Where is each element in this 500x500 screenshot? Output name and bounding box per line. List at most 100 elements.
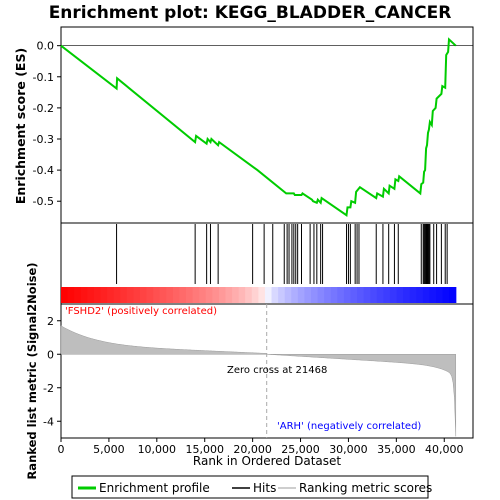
legend-metric-label: Ranking metric scores xyxy=(299,481,432,495)
color-bar-segment xyxy=(291,287,299,303)
metric-ytick-label: 0 xyxy=(47,348,54,361)
color-bar-segment xyxy=(238,287,246,303)
pos-correlated-label: 'FSHD2' (positively correlated) xyxy=(65,306,217,317)
es-ytick-label: -0.1 xyxy=(33,71,54,84)
x-tick-label: 15,000 xyxy=(185,443,224,456)
color-bar-segment xyxy=(80,287,88,303)
color-bar-segment xyxy=(357,287,365,303)
color-bar-segment xyxy=(376,287,384,303)
x-tick-label: 30,000 xyxy=(329,443,368,456)
x-tick-label: 20,000 xyxy=(233,443,272,456)
color-bar-segment xyxy=(449,287,457,303)
es-ytick-label: -0.4 xyxy=(33,164,54,177)
color-bar-segment xyxy=(271,287,279,303)
color-bar-segment xyxy=(199,287,207,303)
color-bar-segment xyxy=(416,287,424,303)
x-axis-label: Rank in Ordered Dataset xyxy=(193,454,341,468)
color-bar-segment xyxy=(93,287,102,303)
color-bar-segment xyxy=(100,287,108,303)
color-bar-segment xyxy=(186,287,194,303)
color-bar-segment xyxy=(166,287,174,303)
es-ytick-label: 0.0 xyxy=(37,40,55,53)
metric-ytick-label: -2 xyxy=(43,382,54,395)
color-bar-segment xyxy=(205,287,213,303)
color-bar-segment xyxy=(74,287,82,303)
x-axis: 0 5,000 10,000 15,000 20,000 25,000 30,000 35,0… xyxy=(58,438,464,456)
color-bar-segment xyxy=(139,287,148,303)
color-bar-segment xyxy=(218,287,227,303)
enrichment-profile-line xyxy=(60,37,457,217)
color-bar-segment xyxy=(337,287,345,303)
es-panel: 0.0 -0.1 -0.2 -0.3 -0.4 -0.5 Enrichment score… xyxy=(13,26,474,224)
es-ylabel: Enrichment score (ES) xyxy=(13,48,28,204)
color-bar-segment xyxy=(422,287,431,303)
color-bar-segment xyxy=(389,287,398,303)
color-bar-segment xyxy=(350,287,358,303)
chart-title: Enrichment plot: KEGG_BLADDER_CANCER xyxy=(49,3,452,23)
color-bar-segment xyxy=(324,287,332,303)
color-bar-segment xyxy=(396,287,404,303)
color-bar-segment xyxy=(429,287,437,303)
legend-hits-label: Hits xyxy=(253,481,276,495)
color-bar-segment xyxy=(113,287,121,303)
color-bar-segment xyxy=(304,287,312,303)
ranking-metric-area xyxy=(60,325,457,437)
color-bar-segment xyxy=(409,287,417,303)
color-bar-segment xyxy=(343,287,352,303)
legend-enrichment-label: Enrichment profile xyxy=(99,481,210,495)
color-bar-segment xyxy=(436,287,444,303)
hits-panel xyxy=(60,222,474,305)
color-bar-segment xyxy=(126,287,134,303)
color-bar-segment xyxy=(225,287,233,303)
legend-frame xyxy=(71,475,429,499)
color-bar-segment xyxy=(363,287,371,303)
x-tick-label: 0 xyxy=(58,443,65,456)
color-bar-segment xyxy=(251,287,259,303)
color-bar-segment xyxy=(297,287,306,303)
neg-correlated-label: 'ARH' (negatively correlated) xyxy=(277,421,421,432)
x-tick-label: 25,000 xyxy=(281,443,320,456)
es-panel-frame xyxy=(60,26,474,224)
color-bar-segment xyxy=(67,287,75,303)
color-bar-segment xyxy=(179,287,187,303)
color-bar-segment xyxy=(264,287,273,303)
color-bar-segment xyxy=(120,287,128,303)
color-bar-segment xyxy=(192,287,200,303)
color-bar-segment xyxy=(278,287,286,303)
color-bar-segment xyxy=(107,287,115,303)
x-tick-label: 40,000 xyxy=(425,443,464,456)
color-bar-segment xyxy=(159,287,167,303)
x-tick-label: 5,000 xyxy=(93,443,125,456)
metric-ylabel: Ranked list metric (Signal2Noise) xyxy=(25,262,39,479)
x-tick-label: 35,000 xyxy=(377,443,416,456)
es-ytick-label: -0.2 xyxy=(33,102,54,115)
x-tick-label: 10,000 xyxy=(138,443,177,456)
color-bar-segment xyxy=(212,287,220,303)
color-bar-segment xyxy=(133,287,141,303)
es-ytick-label: -0.3 xyxy=(33,133,54,146)
metric-panel: 2 0 -2 -4 'FSHD2' (positively correlated) Z… xyxy=(25,262,474,480)
color-bar-segment xyxy=(153,287,161,303)
es-ytick-label: -0.5 xyxy=(33,195,54,208)
color-bar-segment xyxy=(61,287,69,303)
color-bar-segment xyxy=(232,287,240,303)
color-bar-segment xyxy=(172,287,181,303)
color-bar-segment xyxy=(317,287,325,303)
color-bar-segment xyxy=(311,287,319,303)
rank-color-bar xyxy=(61,287,457,303)
color-bar-segment xyxy=(146,287,154,303)
color-bar-segment xyxy=(370,287,378,303)
color-bar-segment xyxy=(258,287,266,303)
color-bar-segment xyxy=(284,287,292,303)
color-bar-segment xyxy=(442,287,450,303)
color-bar-segment xyxy=(383,287,391,303)
color-bar-segment xyxy=(403,287,411,303)
metric-ytick-label: -4 xyxy=(43,415,54,428)
color-bar-segment xyxy=(245,287,253,303)
color-bar-segment xyxy=(87,287,95,303)
legend: Enrichment profile Hits Ranking metric s… xyxy=(71,475,432,499)
zero-cross-label: Zero cross at 21468 xyxy=(227,365,327,376)
color-bar-segment xyxy=(330,287,338,303)
metric-ytick-label: 2 xyxy=(47,315,54,328)
